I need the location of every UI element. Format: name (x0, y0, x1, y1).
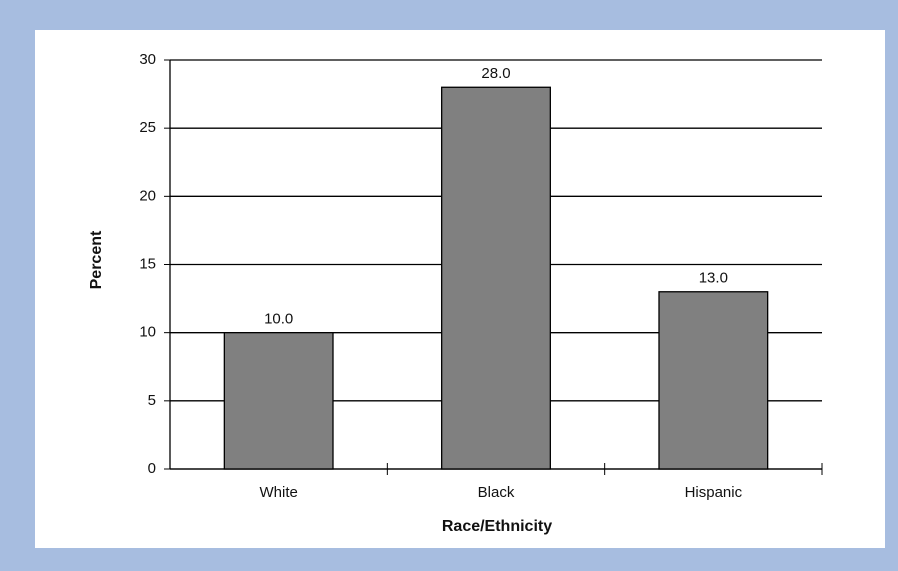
data-label: 13.0 (699, 270, 728, 287)
y-tick-label: 25 (139, 119, 156, 136)
bar (441, 86, 551, 470)
y-tick-label: 30 (139, 51, 156, 68)
bar (223, 332, 334, 470)
bar (658, 291, 769, 470)
y-tick-label: 0 (148, 460, 156, 477)
data-label: 28.0 (481, 65, 510, 82)
y-tick-label: 5 (148, 392, 156, 409)
y-tick-label: 15 (139, 255, 156, 272)
x-tick-label: White (259, 484, 297, 501)
x-tick-label: Hispanic (685, 484, 743, 501)
y-axis-label: Percent (88, 230, 105, 289)
x-axis-label: Race/Ethnicity (442, 518, 552, 535)
x-tick-label: Black (478, 484, 515, 501)
y-tick-label: 10 (139, 324, 156, 341)
y-tick-label: 20 (139, 187, 156, 204)
data-label: 10.0 (264, 311, 293, 328)
